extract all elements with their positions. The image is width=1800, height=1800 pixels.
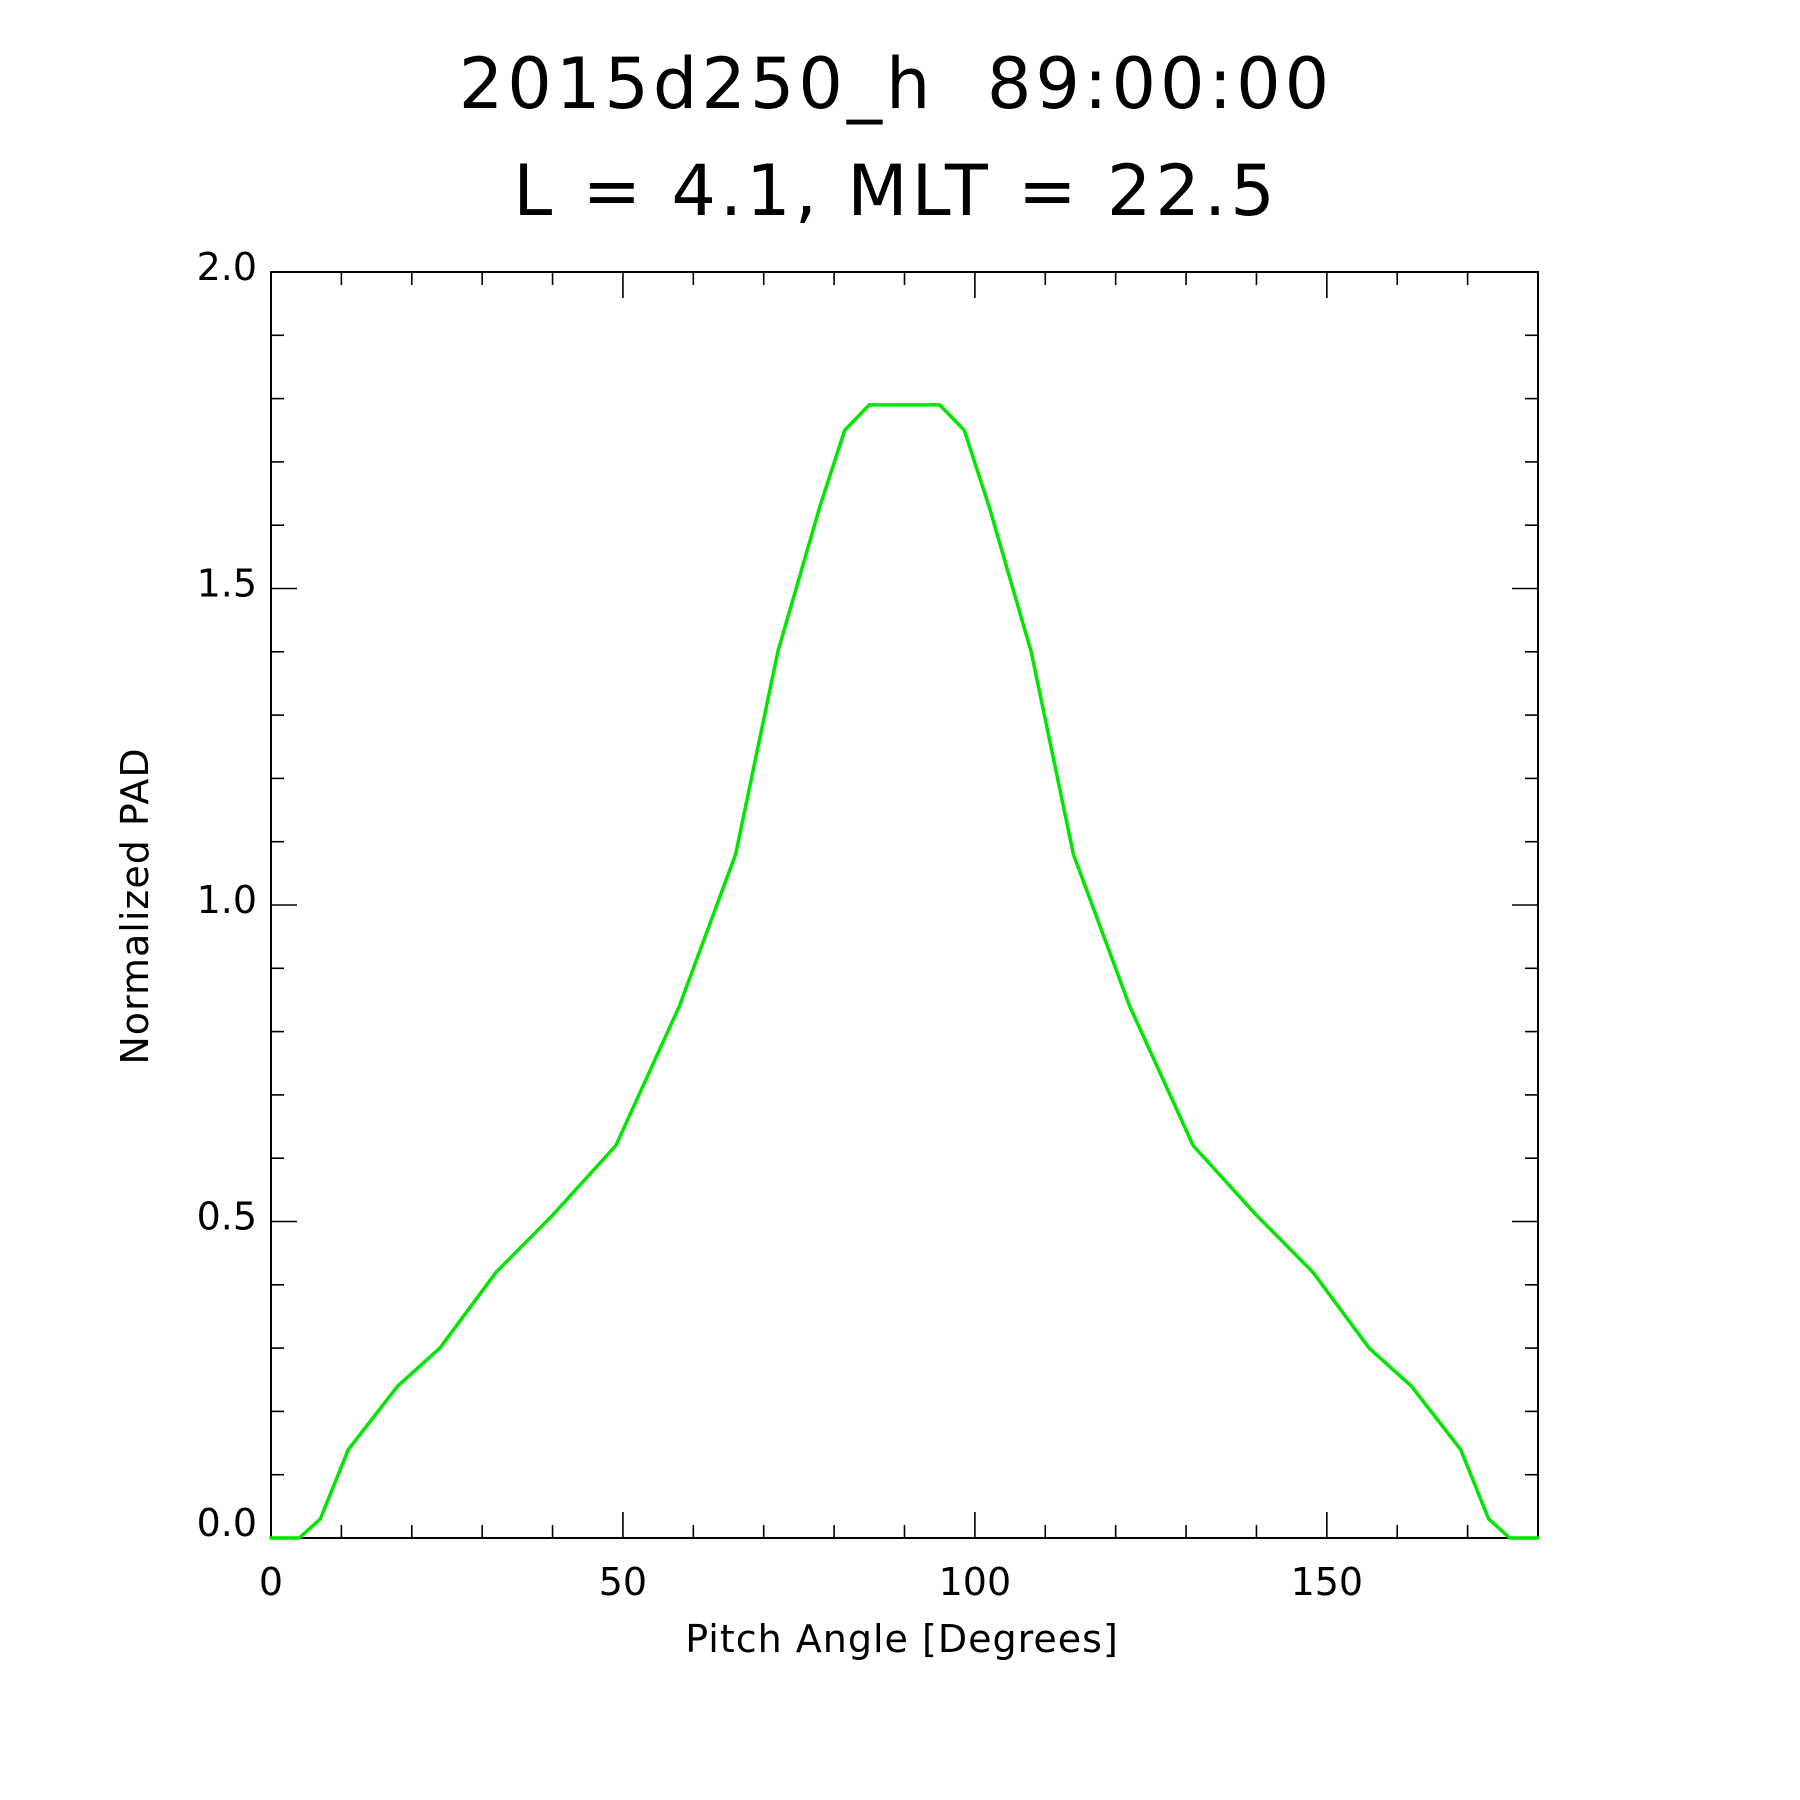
x-tick-label: 50 xyxy=(599,1560,647,1604)
x-tick-label: 0 xyxy=(259,1560,283,1604)
x-axis-label: Pitch Angle [Degrees] xyxy=(685,1617,1119,1661)
x-tick-label: 100 xyxy=(939,1560,1012,1604)
chart-subtitle: L = 4.1, MLT = 22.5 xyxy=(513,150,1279,232)
series-line xyxy=(269,403,1540,1540)
chart-title: 2015d250_h 89:00:00 xyxy=(459,43,1333,125)
y-axis-label: Normalized PAD xyxy=(113,747,157,1064)
y-tick-label: 0.5 xyxy=(197,1195,257,1239)
x-tick-label: 150 xyxy=(1291,1560,1364,1604)
plot-area: 0 50 100 150 0.0 0.5 1.0 1.5 2.0 xyxy=(197,245,1540,1604)
y-tick-label: 2.0 xyxy=(197,245,257,289)
y-tick-label: 1.5 xyxy=(197,562,257,606)
y-tick-label: 0.0 xyxy=(197,1501,257,1545)
plot-frame xyxy=(270,271,1539,1539)
y-tick-label: 1.0 xyxy=(197,878,257,922)
